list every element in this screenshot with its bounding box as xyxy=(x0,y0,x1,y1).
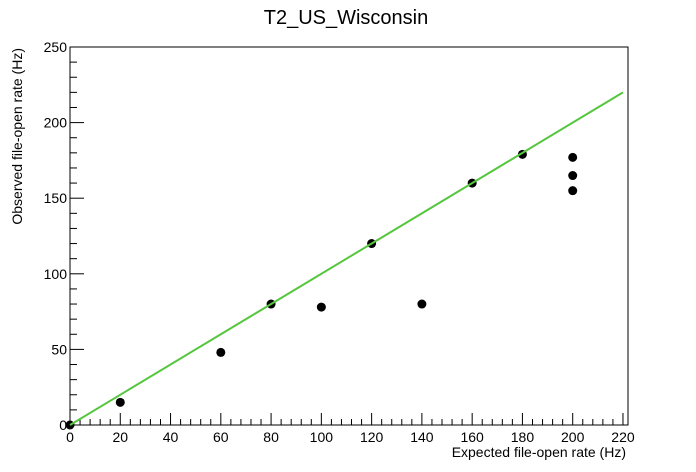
x-tick-label: 120 xyxy=(360,429,384,445)
y-tick-label: 50 xyxy=(51,341,67,357)
data-point xyxy=(417,299,427,309)
x-tick-label: 160 xyxy=(460,429,484,445)
y-tick-label: 200 xyxy=(44,115,68,131)
x-tick-label: 180 xyxy=(511,429,535,445)
plot-frame xyxy=(69,46,629,426)
data-point xyxy=(568,186,578,196)
y-tick-label: 250 xyxy=(44,39,68,55)
fit-line xyxy=(69,91,624,426)
y-tick-label: 100 xyxy=(44,266,68,282)
data-point xyxy=(216,347,226,357)
x-tick-label: 60 xyxy=(213,429,229,445)
data-point xyxy=(568,152,578,162)
data-point xyxy=(115,397,125,407)
y-tick-label: 0 xyxy=(59,417,67,433)
x-tick-label: 20 xyxy=(112,429,128,445)
chart-title: T2_US_Wisconsin xyxy=(264,7,429,29)
x-tick-label: 200 xyxy=(561,429,585,445)
data-point xyxy=(568,171,578,181)
data-point xyxy=(316,302,326,312)
x-tick-label: 100 xyxy=(310,429,334,445)
x-axis-title: Expected file-open rate (Hz) xyxy=(452,444,626,460)
axis-tick-labels: 0 20 40 60 80 100 120 140 160 180 200 220 0 50 100 150 2… xyxy=(44,39,635,445)
axis-ticks xyxy=(69,46,624,426)
plot-area xyxy=(69,46,629,426)
x-tick-label: 220 xyxy=(611,429,635,445)
x-tick-label: 80 xyxy=(263,429,279,445)
x-tick-label: 0 xyxy=(66,429,74,445)
data-series xyxy=(65,91,624,430)
y-axis-title: Observed file-open rate (Hz) xyxy=(9,48,25,225)
x-tick-label: 140 xyxy=(410,429,434,445)
y-tick-label: 150 xyxy=(44,190,68,206)
x-tick-label: 40 xyxy=(163,429,179,445)
